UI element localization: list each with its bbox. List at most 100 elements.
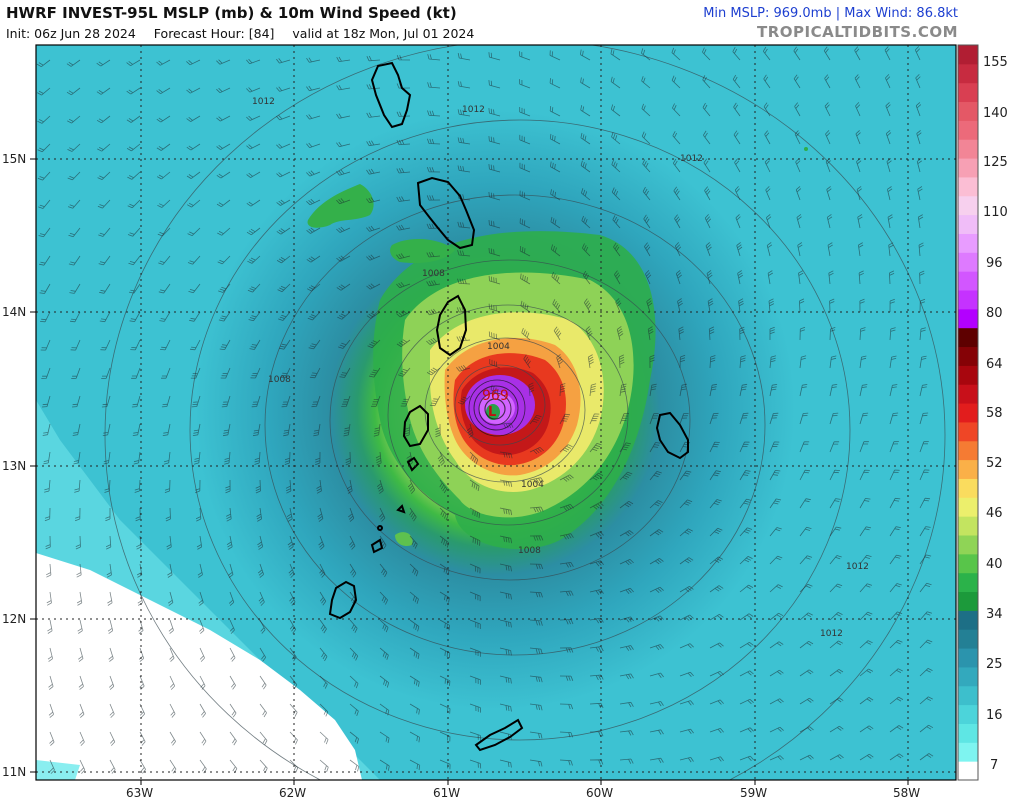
wind-barb — [889, 355, 897, 369]
wind-barb — [96, 115, 111, 124]
wind-barb — [98, 255, 111, 266]
wind-barb — [96, 87, 111, 95]
wind-barb — [191, 395, 201, 408]
wind-barb — [919, 526, 931, 537]
wind-barb — [246, 58, 261, 65]
wind-barb — [126, 59, 141, 67]
storm-center: 969 L — [482, 388, 509, 420]
wind-barb — [649, 729, 664, 735]
wind-barb — [49, 759, 55, 774]
wind-barb — [709, 613, 724, 621]
wind-barb — [887, 186, 893, 201]
wind-barb — [319, 731, 329, 745]
wind-barb — [739, 698, 754, 705]
wind-barb — [69, 283, 81, 294]
wind-barb — [854, 46, 861, 61]
wind-barb — [109, 703, 115, 718]
island-martinique — [416, 176, 476, 250]
wind-barb — [308, 339, 321, 350]
wind-barb — [246, 143, 261, 150]
wind-barb — [917, 186, 923, 201]
wind-barb — [704, 214, 711, 229]
wind-barb — [889, 639, 903, 649]
wind-barb — [734, 186, 741, 201]
wind-barb — [488, 219, 501, 229]
wind-barb — [828, 270, 834, 285]
wind-barb — [379, 675, 390, 688]
wind-barb — [589, 646, 604, 652]
wind-barb — [521, 327, 531, 341]
wind-barb — [679, 354, 686, 369]
colorbar-label: 80 — [986, 306, 1003, 321]
wind-barb — [469, 731, 481, 741]
wind-barb — [469, 647, 481, 657]
wind-barb — [216, 199, 231, 208]
wind-barb — [918, 242, 924, 257]
wind-barb — [709, 585, 724, 593]
colorbar-label: 7 — [990, 758, 998, 773]
wind-barb — [739, 755, 754, 761]
wind-barb — [707, 298, 714, 313]
wind-barb — [559, 533, 574, 540]
wind-barb — [259, 619, 266, 634]
wind-barb — [169, 759, 177, 774]
wind-barb — [672, 103, 681, 117]
wind-barb — [396, 55, 411, 61]
colorbar-label: 34 — [986, 607, 1003, 622]
wind-barb — [469, 563, 481, 574]
colorbar-swatch — [958, 101, 978, 121]
wind-barb — [523, 354, 531, 369]
wind-barb — [733, 130, 741, 145]
wind-barb — [549, 78, 561, 89]
wind-barb — [186, 87, 201, 94]
wind-barb — [39, 283, 51, 294]
wind-barb — [162, 423, 171, 436]
wind-barb — [457, 193, 471, 201]
lat-ticks — [30, 158, 36, 773]
wind-barb — [856, 186, 862, 201]
wind-barb — [198, 591, 204, 606]
island-dominica — [370, 61, 412, 129]
wind-barb — [889, 753, 904, 761]
wind-barb — [220, 367, 231, 379]
colorbar-swatch — [958, 403, 978, 423]
wind-barb — [519, 190, 531, 201]
wind-barb — [366, 283, 381, 290]
wind-barb — [71, 395, 81, 408]
wind-barb — [769, 584, 783, 593]
graticule — [36, 45, 956, 780]
island-grenadines-3 — [370, 538, 384, 554]
storm-stats: Min MSLP: 969.0mb | Max Wind: 86.8kt — [703, 6, 958, 21]
wind-barb — [580, 49, 591, 61]
wind-barb — [186, 171, 201, 179]
wind-barb — [40, 311, 51, 323]
wind-barb — [580, 105, 591, 117]
wind-barb — [619, 471, 633, 481]
wind-barb — [409, 731, 420, 743]
wind-barb — [769, 527, 782, 537]
wind-barb — [889, 725, 904, 733]
wind-barb — [616, 326, 624, 341]
wind-barb — [919, 497, 931, 509]
wind-barb — [79, 759, 86, 774]
wind-barb — [366, 225, 381, 232]
wind-barb — [246, 87, 261, 93]
wind-barb — [131, 367, 141, 379]
wind-barb — [133, 451, 141, 465]
wind-barb — [160, 339, 171, 351]
wind-barb — [829, 669, 844, 677]
wind-barb — [769, 470, 781, 481]
wind-barb — [499, 759, 512, 768]
colorbar-label: 96 — [986, 256, 1003, 271]
wind-barb — [186, 115, 201, 122]
wind-barb — [829, 754, 844, 761]
wind-barb — [559, 703, 574, 710]
wind-barb — [156, 87, 171, 95]
colorbar-swatch — [958, 82, 978, 103]
colorbar-label: 16 — [986, 708, 1003, 723]
wind-barb — [379, 703, 390, 716]
wind-barb — [619, 383, 627, 397]
wind-barb — [336, 283, 351, 291]
wind-barb — [349, 703, 359, 717]
wind-barb — [649, 471, 662, 481]
